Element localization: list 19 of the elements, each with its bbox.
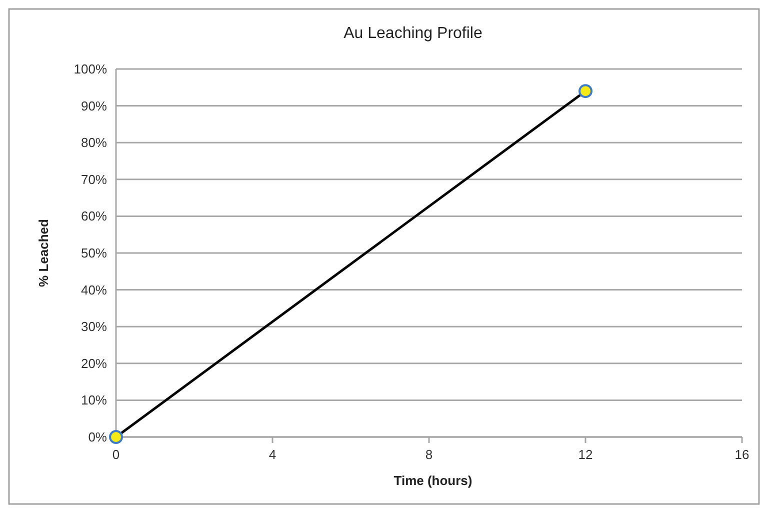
x-tick-label: 12: [578, 447, 593, 462]
y-tick-label: 30%: [80, 319, 108, 334]
y-tick-label: 60%: [80, 208, 108, 224]
x-tick-label: 8: [425, 447, 433, 462]
x-tick-label: 4: [268, 447, 276, 462]
y-tick-label: 10%: [80, 392, 108, 408]
y-tick-label: 100%: [74, 62, 108, 76]
y-tick-label: 0%: [88, 430, 108, 444]
y-tick-label: 50%: [80, 246, 108, 260]
x-tick-label: 0: [112, 447, 120, 462]
y-tick-label: 20%: [80, 356, 108, 371]
x-tick-label: 16: [734, 447, 750, 462]
y-tick-label: 90%: [80, 98, 108, 114]
chart-title: Au Leaching Profile: [344, 25, 482, 42]
y-tick-label: 70%: [80, 172, 108, 187]
y-tick-label: 40%: [80, 282, 108, 298]
y-tick-label: 80%: [80, 135, 108, 150]
y-axis-title: % Leached: [36, 218, 51, 287]
x-axis-title: Time (hours): [394, 473, 472, 488]
